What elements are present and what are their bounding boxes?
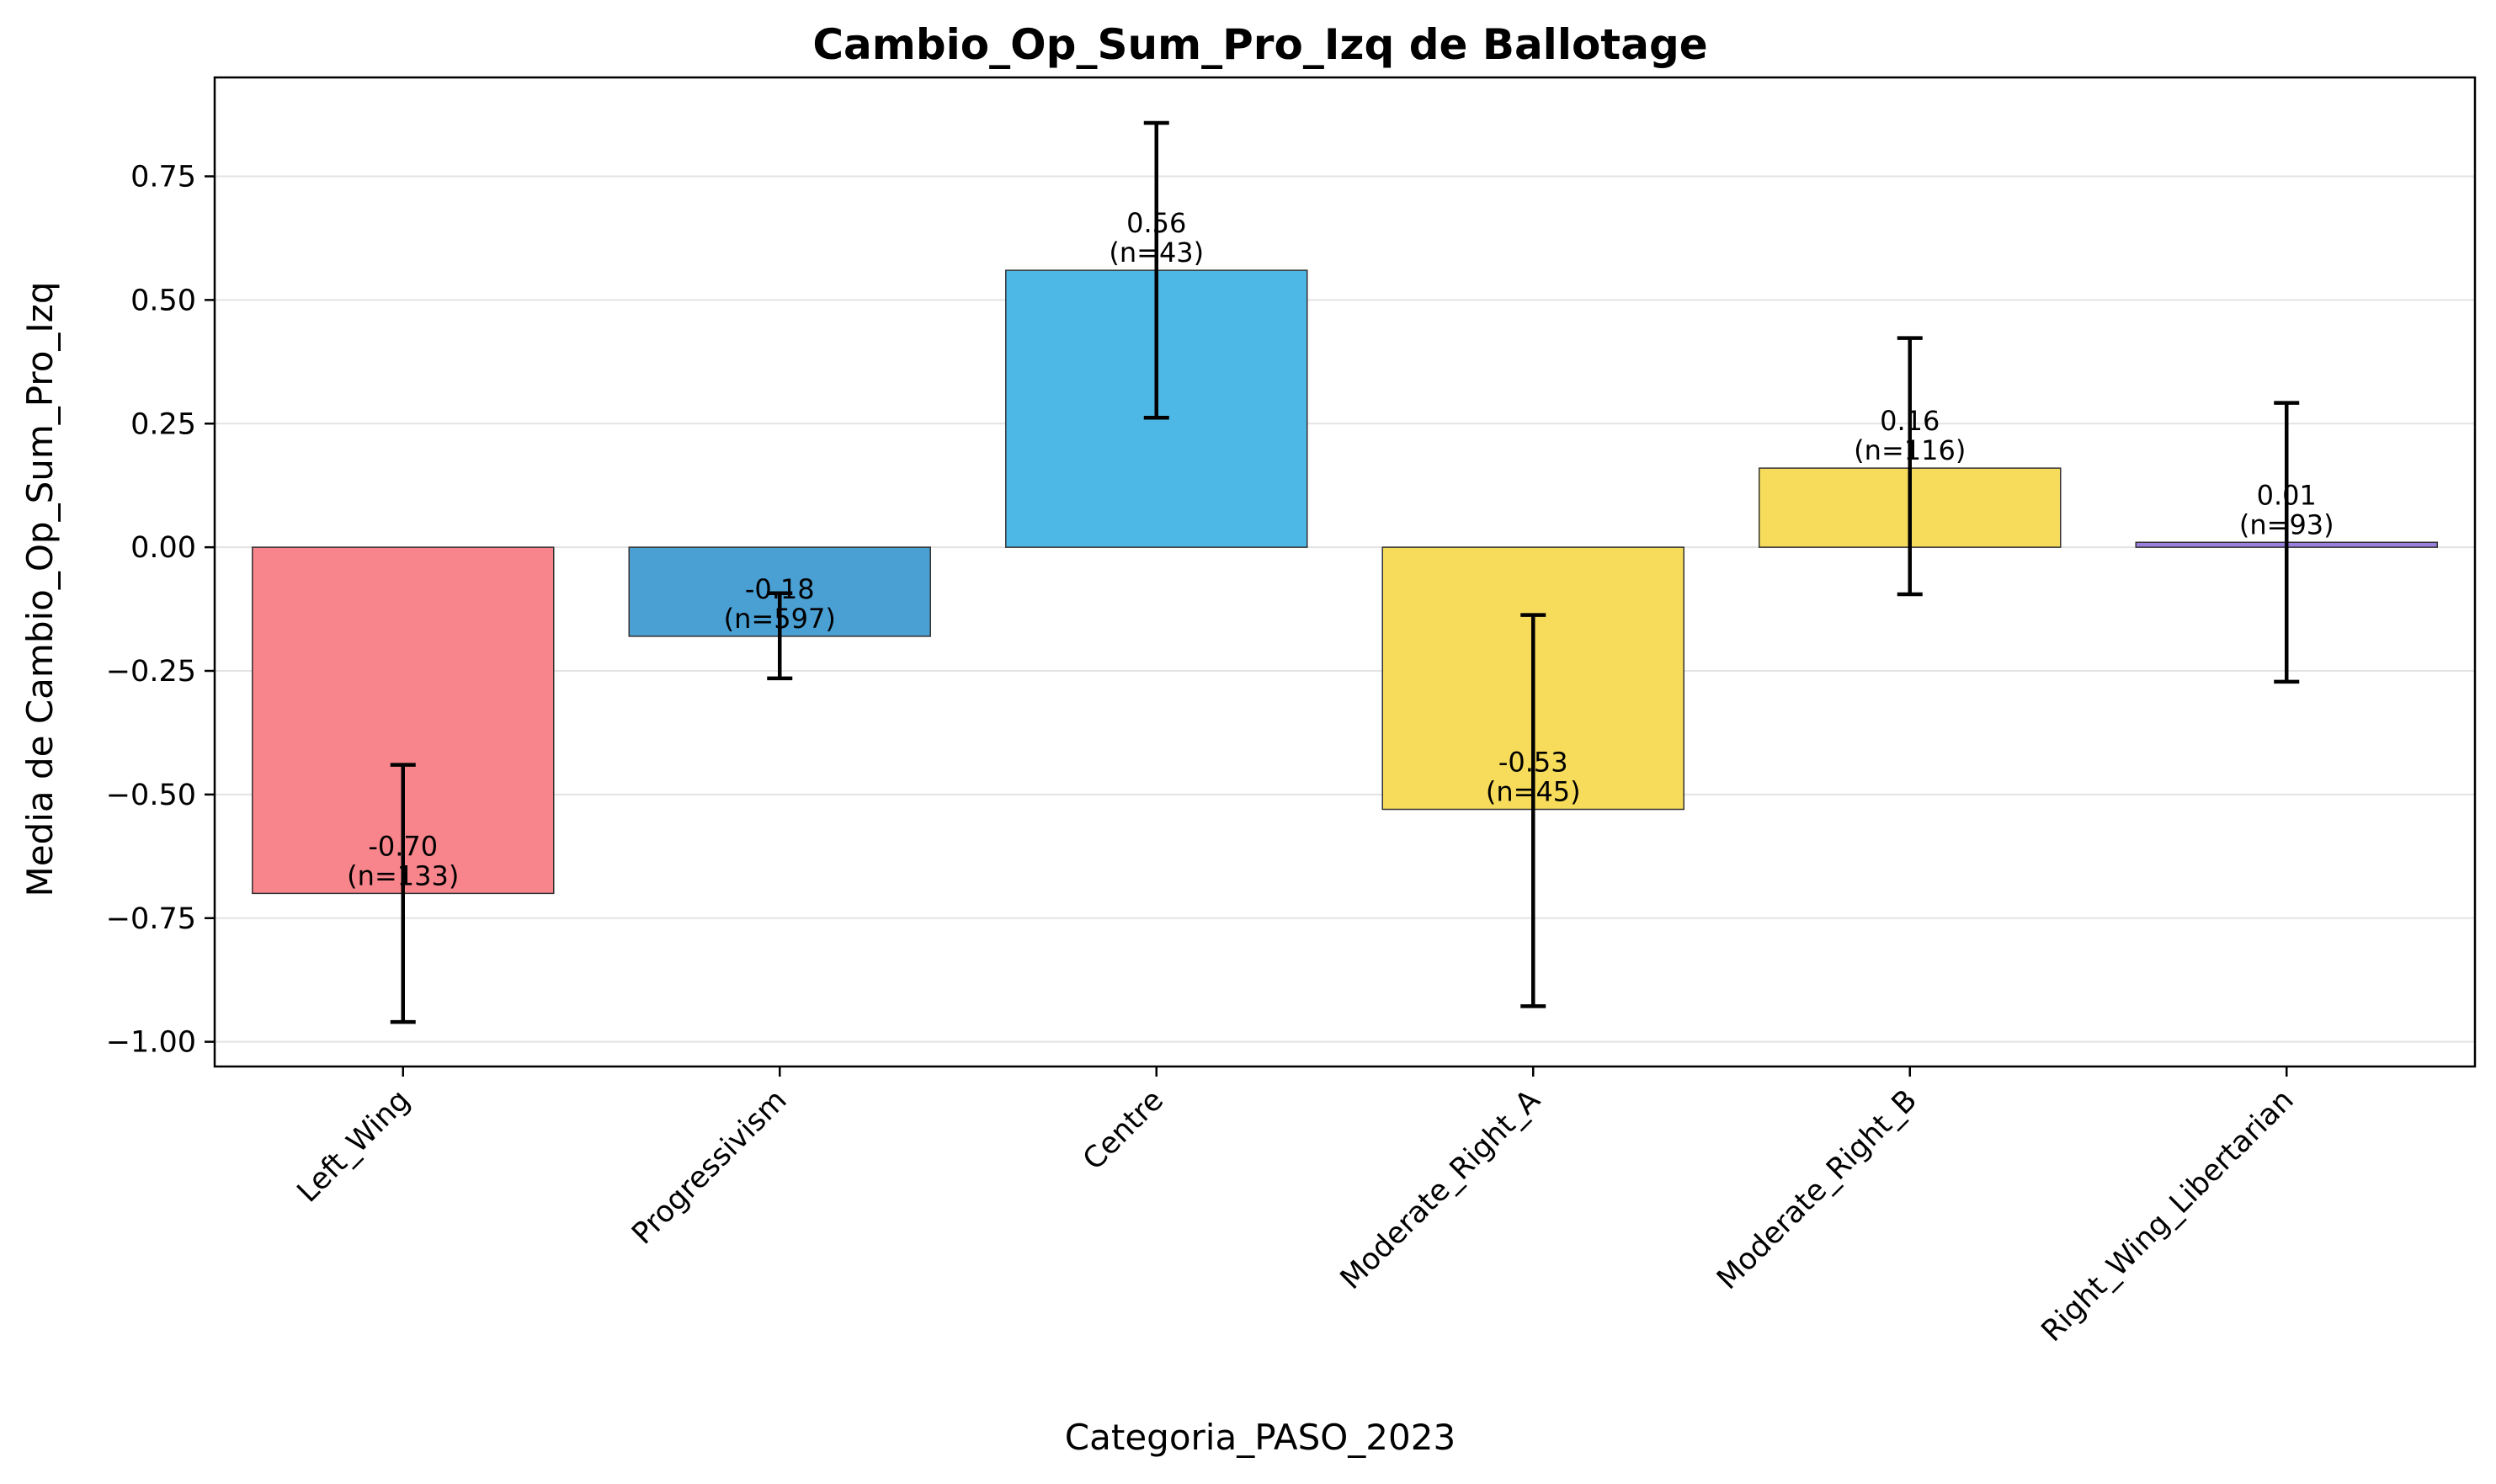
chart-title: Cambio_Op_Sum_Pro_Izq de Ballotage <box>812 20 1707 69</box>
y-tick-label: −1.00 <box>106 1026 196 1060</box>
error-bars <box>390 120 2300 1024</box>
count-label: (n=133) <box>347 859 459 891</box>
y-axis-label: Media de Cambio_Op_Sum_Pro_Izq <box>19 282 61 897</box>
count-label: (n=45) <box>1486 776 1581 808</box>
value-label: -0.53 <box>1498 747 1568 779</box>
y-axis-ticks: 0.75 0.50 0.25 0.00 −0.25 −0.50 −0.75 −1.00 <box>106 161 215 1060</box>
x-axis-label: Categoria_PASO_2023 <box>1065 1417 1456 1458</box>
y-tick-label: 0.25 <box>130 407 196 441</box>
grid <box>215 175 2475 1043</box>
value-label: 0.56 <box>1126 207 1186 239</box>
y-tick-label: −0.50 <box>106 779 196 812</box>
plot-frame <box>213 76 2477 1068</box>
count-label: (n=93) <box>2239 508 2334 540</box>
y-tick-label: −0.75 <box>106 902 196 936</box>
value-label: 0.01 <box>2257 479 2317 511</box>
value-label: -0.70 <box>368 830 438 862</box>
count-label: (n=116) <box>1854 434 1966 466</box>
value-label: 0.16 <box>1880 405 1940 437</box>
y-tick-label: −0.25 <box>106 655 196 689</box>
value-label: -0.18 <box>745 573 815 605</box>
y-tick-label: 0.75 <box>130 161 196 194</box>
y-tick-label: 0.00 <box>130 531 196 565</box>
count-label: (n=597) <box>724 603 836 635</box>
count-label: (n=43) <box>1109 237 1204 269</box>
y-tick-label: 0.50 <box>130 284 196 317</box>
data-labels: -0.70(n=133)-0.18(n=597)0.56(n=43)-0.53(… <box>347 207 2334 891</box>
